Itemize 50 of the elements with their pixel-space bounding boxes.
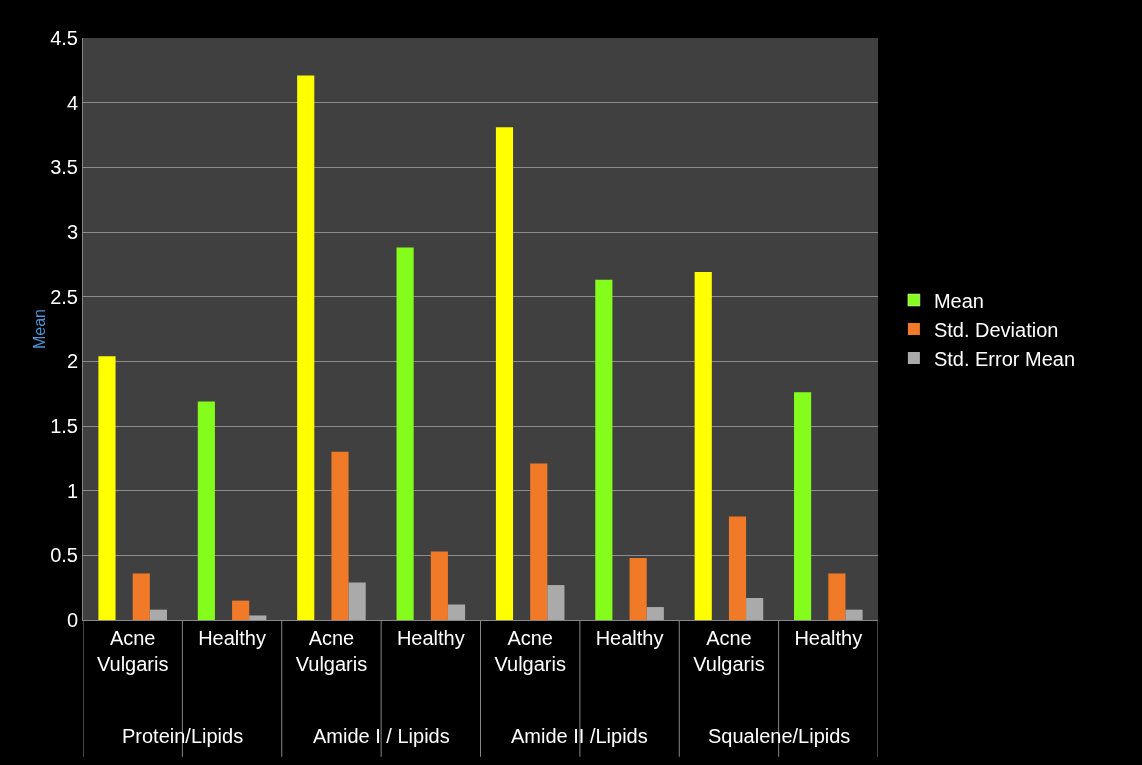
bar <box>197 401 215 620</box>
bar <box>547 585 565 620</box>
x-tick-label: Healthy <box>595 627 664 649</box>
bar <box>132 573 150 620</box>
bar <box>828 573 846 620</box>
bar <box>232 600 250 620</box>
y-tick-label: 3.5 <box>50 156 78 179</box>
bar <box>595 279 613 620</box>
bar <box>845 609 863 620</box>
x-tick-label: Healthy <box>794 627 863 649</box>
legend-label: Mean <box>933 289 984 312</box>
bar <box>396 247 414 620</box>
bar <box>530 463 548 620</box>
bar <box>694 272 712 620</box>
bar <box>629 557 647 620</box>
bar <box>348 582 366 620</box>
legend-label: Std. Error Mean <box>933 347 1076 370</box>
bar <box>149 609 167 620</box>
bar <box>331 451 349 620</box>
x-tick-label: Acne Vulgaris <box>295 627 368 675</box>
text: Squalene/Lipids <box>708 725 851 747</box>
bar <box>297 75 315 620</box>
y-tick-label: 1 <box>66 479 78 502</box>
x-tick-label: Healthy <box>396 627 465 649</box>
bar <box>495 127 514 620</box>
bar <box>746 598 764 620</box>
y-tick-label: 3 <box>66 221 78 243</box>
x-tick-label: Acne Vulgaris <box>96 627 169 675</box>
y-tick-label: 0.5 <box>50 544 78 567</box>
y-tick-label: 4.5 <box>50 27 78 49</box>
bar <box>794 392 812 620</box>
x-tick-label: Acne Vulgaris <box>693 627 765 675</box>
text: Amide II /Lipids <box>511 725 648 747</box>
bar <box>728 516 747 620</box>
legend-label: Std. Deviation <box>933 318 1059 341</box>
bar <box>249 615 267 620</box>
y-tick-label: 0 <box>66 609 78 631</box>
bar <box>447 604 466 620</box>
bar <box>646 607 664 620</box>
text: Amide I / Lipids <box>313 725 450 747</box>
x-tick-label: Acne Vulgaris <box>494 627 566 675</box>
x-tick-label: Healthy <box>198 627 266 649</box>
text: Protein/Lipids <box>122 725 244 747</box>
bar <box>98 356 116 620</box>
y-tick-label: 4 <box>66 91 78 114</box>
y-tick-label: 2.5 <box>50 285 78 308</box>
bar <box>430 551 448 620</box>
y-tick-label: 2 <box>66 350 78 373</box>
y-axis-title: Mean <box>31 308 49 350</box>
y-tick-label: 1.5 <box>50 415 78 437</box>
